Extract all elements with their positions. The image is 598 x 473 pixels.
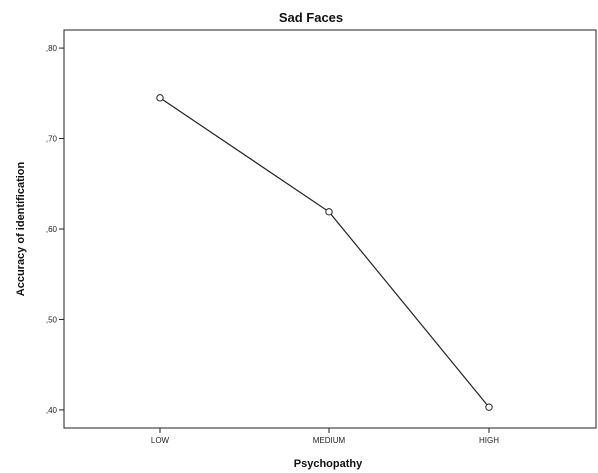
x-tick-label: MEDIUM	[313, 436, 346, 445]
data-point	[325, 208, 333, 216]
data-point	[485, 403, 493, 411]
x-tick-label: HIGH	[479, 436, 499, 445]
y-tick-label: ,70	[46, 135, 58, 144]
y-axis: ,40 ,50 ,60 ,70 ,80	[46, 44, 64, 415]
chart-title: Sad Faces	[279, 10, 343, 25]
x-axis: LOW MEDIUM HIGH	[151, 428, 499, 445]
series-group	[156, 94, 493, 411]
x-tick-label: LOW	[151, 436, 170, 445]
x-axis-title: Psychopathy	[294, 458, 363, 470]
data-point	[156, 94, 164, 102]
y-tick-label: ,50	[46, 315, 58, 324]
y-tick-label: ,80	[46, 44, 58, 53]
y-tick-label: ,40	[46, 406, 58, 415]
y-tick-label: ,60	[46, 225, 58, 234]
y-axis-title: Accuracy of identification	[15, 161, 27, 296]
plot-frame	[63, 29, 597, 429]
